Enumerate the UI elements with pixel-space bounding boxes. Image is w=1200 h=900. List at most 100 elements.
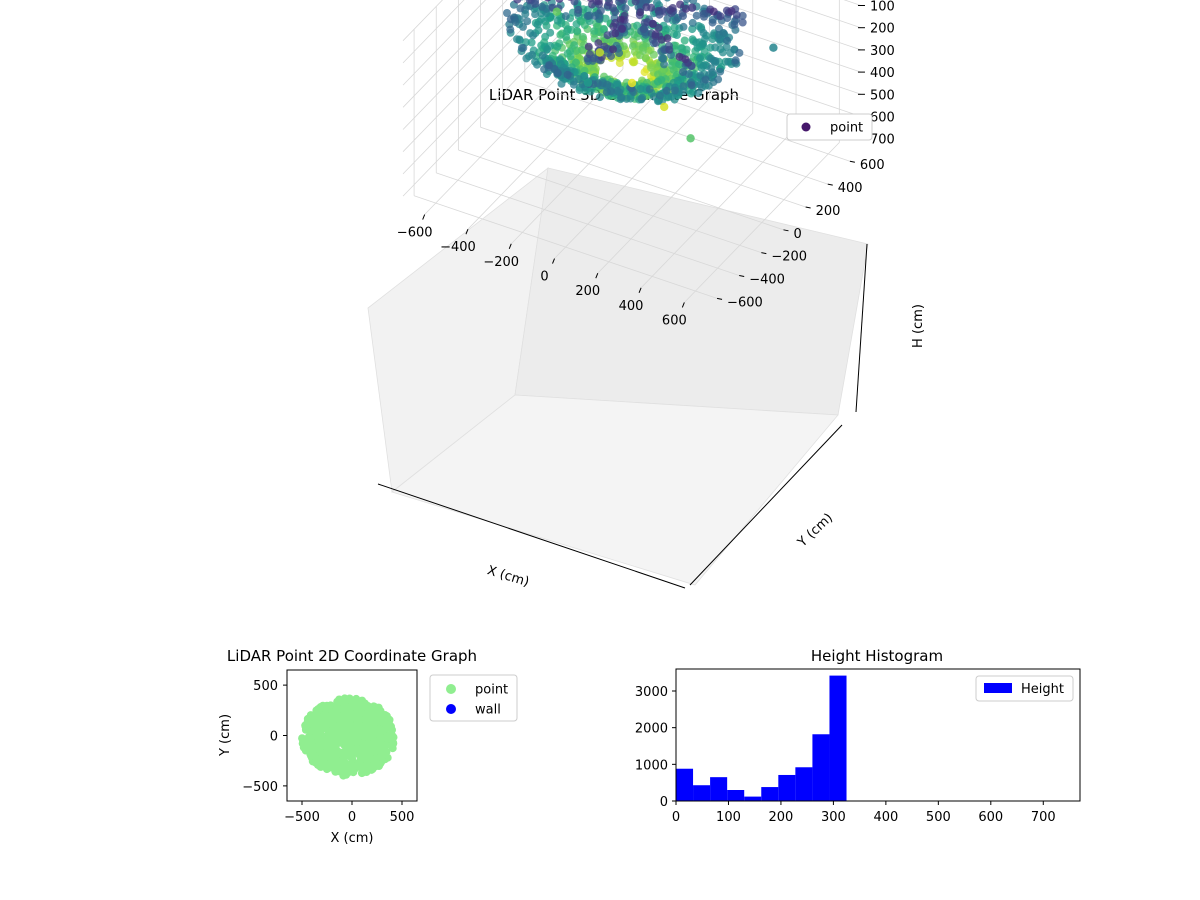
point-3d (555, 0, 564, 3)
point-3d (676, 0, 685, 9)
grid-floor-y-line (413, 195, 718, 299)
grid-back-z-line (712, 0, 862, 51)
point-3d (529, 31, 537, 40)
y-tick-label: 600 (860, 158, 885, 173)
point-3d (517, 44, 526, 52)
grid-floor-y-line (436, 172, 740, 276)
grid-left-z-line (402, 0, 508, 108)
histogram-bar (812, 734, 830, 801)
x-axis-label-3d: X (cm) (485, 563, 531, 590)
point-3d (716, 35, 725, 44)
point-3d (546, 0, 552, 1)
point-3d (553, 16, 562, 25)
grid-left-z-line (402, 0, 444, 41)
point-3d (506, 25, 515, 34)
point-2d (381, 713, 390, 721)
point-2d (378, 751, 387, 760)
point-3d (672, 31, 681, 39)
z-axis-label-3d: H (cm) (911, 304, 926, 348)
grid-left-z-line (402, 0, 487, 86)
grid-floor-y-line (502, 103, 806, 208)
point-3d (659, 54, 668, 63)
point-3d (572, 47, 581, 55)
chart-histogram: Height Histogram 0 100 200 300 400 500 600 7000… (635, 647, 1081, 825)
y-tick-label-hist: 3000 (635, 685, 668, 700)
point-2d (321, 724, 330, 733)
point-3d (596, 6, 605, 15)
point-2d (357, 699, 366, 708)
point-3d (567, 0, 573, 1)
point-3d (640, 68, 649, 77)
y-tick-label: −400 (749, 273, 785, 288)
x-tick-label-hist: 700 (1031, 810, 1056, 825)
point-3d (594, 0, 603, 6)
x-tick-label-hist: 200 (769, 810, 794, 825)
point-2d (354, 732, 363, 741)
point-3d (636, 51, 644, 60)
point-3d (642, 0, 651, 6)
y-tick (739, 275, 745, 278)
point-3d (570, 0, 579, 6)
x-tick-label-2d: 0 (348, 810, 356, 825)
point-2d (368, 716, 377, 725)
point-2d (389, 739, 398, 748)
x-tick-label: −400 (440, 240, 476, 255)
point-3d (723, 36, 732, 45)
x-tick-label-hist: 500 (926, 810, 951, 825)
point-3d (553, 42, 562, 51)
point-3d (679, 22, 688, 31)
point-3d (633, 21, 642, 30)
point-3d (692, 11, 701, 20)
histogram-bar (761, 787, 779, 801)
point-2d (340, 700, 349, 709)
point-2d (316, 703, 325, 711)
point-3d (618, 24, 627, 33)
point-3d (578, 33, 587, 41)
point-3d (527, 38, 536, 47)
point-3d (654, 23, 663, 32)
point-2d (300, 737, 309, 746)
y-tick-label: 0 (793, 227, 801, 242)
point-2d (327, 751, 336, 760)
point-2d (314, 714, 323, 723)
point-2d (326, 714, 335, 723)
histogram-title: Height Histogram (811, 647, 943, 665)
legend-2d-marker-wall (446, 704, 456, 714)
point-3d (619, 0, 628, 4)
point-3d (718, 48, 727, 57)
point-3d (727, 7, 736, 15)
point-3d (531, 0, 540, 8)
grid-left-z-line (402, 0, 530, 130)
point-3d (664, 0, 671, 2)
x-axis-line (377, 483, 686, 589)
point-2d (339, 714, 347, 723)
point-3d (516, 4, 525, 13)
point-3d (666, 6, 675, 14)
histogram-bar (727, 790, 745, 801)
x-tick-label-hist: 0 (672, 810, 680, 825)
point-3d (714, 75, 723, 84)
point-3d-sample (686, 134, 695, 143)
histogram-ticks: 0 100 200 300 400 500 600 700 0 1000 2000 3000 (635, 685, 1056, 825)
point-2d (356, 752, 365, 761)
point-3d (596, 93, 604, 102)
x-axis-label-2d: X (cm) (331, 831, 374, 846)
point-3d (523, 17, 532, 26)
point-2d (352, 714, 361, 723)
chart-2d: LiDAR Point 2D Coordinate Graph −500 0 500… (218, 647, 518, 846)
chart-2d-title: LiDAR Point 2D Coordinate Graph (227, 647, 477, 665)
point-3d (649, 50, 658, 59)
ticks-2d: −500 0 500 −500 0 500 (242, 679, 414, 825)
point-3d (602, 88, 611, 97)
x-tick-label: −200 (483, 255, 519, 270)
point-3d (683, 0, 691, 4)
point-2d (315, 729, 324, 737)
point-2d (376, 759, 385, 768)
z-tick-label: 100 (870, 0, 895, 15)
x-tick (552, 258, 555, 264)
point-2d (371, 754, 380, 763)
point-3d (704, 81, 713, 90)
point-2d (354, 706, 363, 715)
legend-3d-label: point (830, 121, 863, 136)
point-3d (663, 34, 672, 43)
